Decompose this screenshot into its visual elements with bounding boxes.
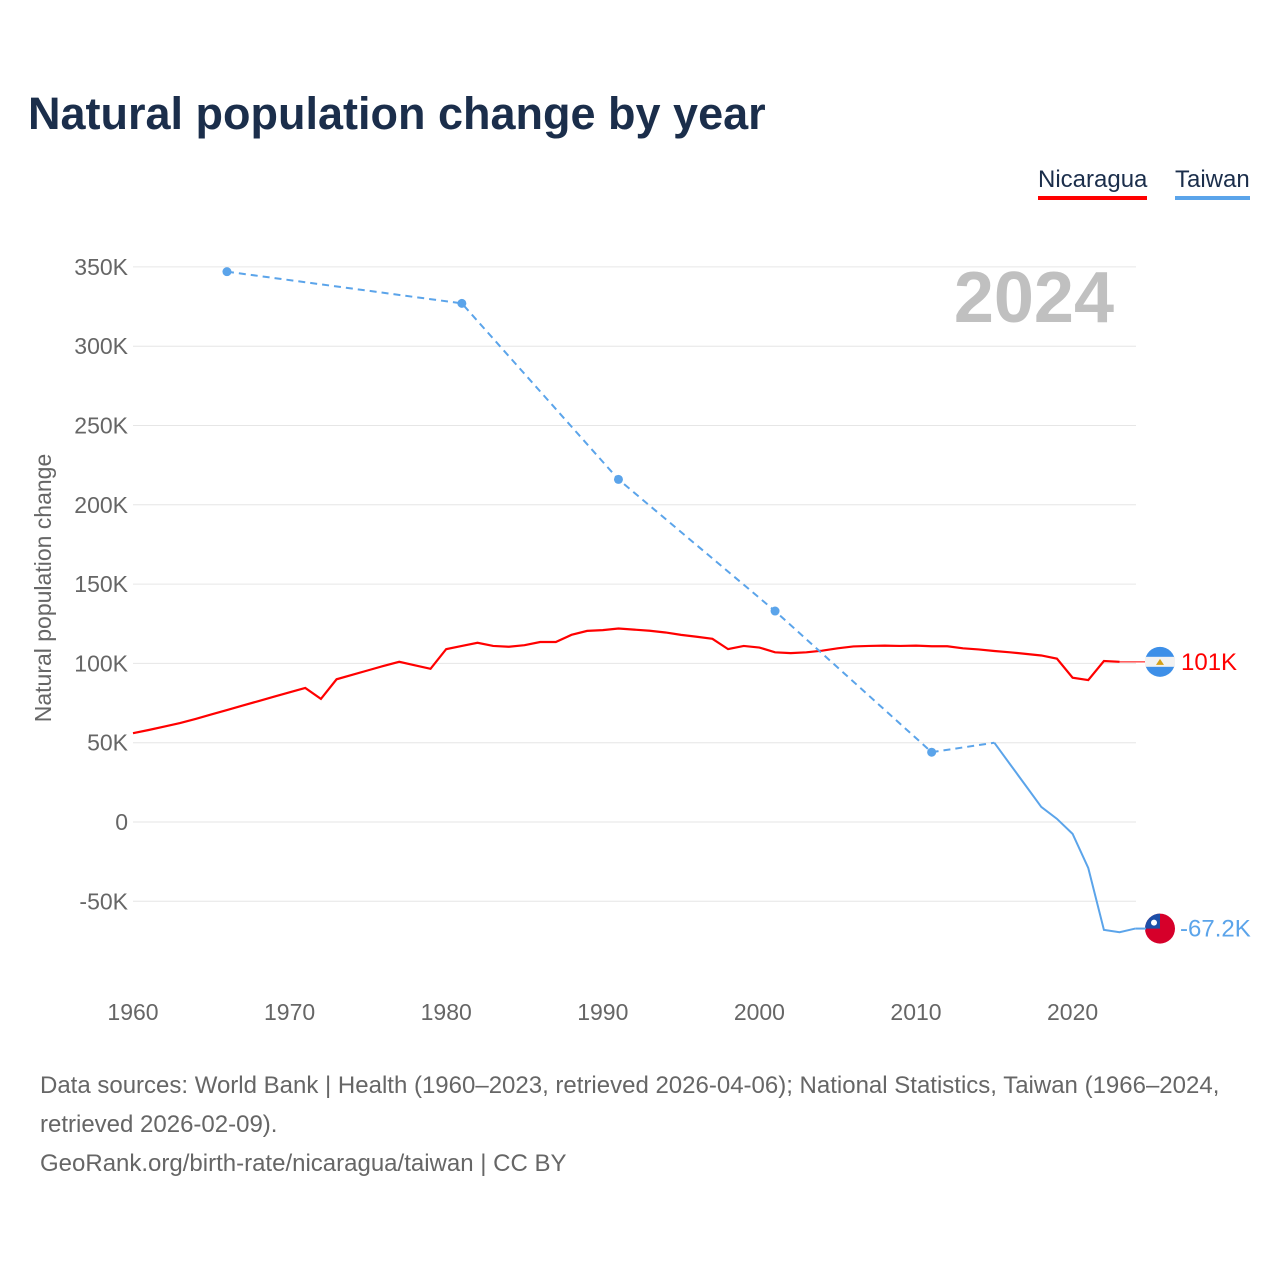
legend-nicaragua[interactable]: Nicaragua (1038, 166, 1148, 200)
y-tick-label: 0 (115, 809, 128, 835)
taiwan-point (222, 267, 232, 277)
legend-taiwan[interactable]: Taiwan (1175, 166, 1250, 200)
taiwan-end-label: -67.2K (1180, 916, 1251, 943)
x-tick-label: 1990 (577, 999, 628, 1025)
nicaragua-line (132, 627, 1120, 735)
chart-area: 350K 300K 250K 200K 150K 100K 50K 0 -50K 1960 1970… (30, 254, 1251, 1025)
y-tick-label: 300K (74, 333, 128, 359)
taiwan-point (613, 474, 623, 484)
taiwan-line (993, 742, 1136, 934)
x-tick-label: 2000 (734, 999, 785, 1025)
x-tick-label: 1970 (264, 999, 315, 1025)
nicaragua-end-label: 101K (1181, 649, 1237, 676)
x-tick-label: 1960 (107, 999, 158, 1025)
taiwan-point (457, 298, 467, 308)
flag-sun (1151, 919, 1157, 926)
x-tick-label: 2010 (890, 999, 941, 1025)
year-label: 2024 (954, 258, 1114, 338)
taiwan-flag-icon (1145, 913, 1175, 944)
taiwan-line-dashed (226, 270, 995, 754)
y-tick-label: 350K (74, 254, 128, 280)
y-axis-title: Natural population change (30, 454, 56, 723)
data-sources: Data sources: World Bank | Health (1960–… (40, 1072, 1220, 1138)
y-tick-label: 100K (74, 650, 128, 676)
y-tick-label: -50K (79, 888, 128, 914)
taiwan-point (770, 606, 780, 616)
x-tick-label: 1980 (421, 999, 472, 1025)
taiwan-point (927, 747, 937, 757)
y-tick-label: 200K (74, 492, 128, 518)
y-tick-label: 250K (74, 413, 128, 439)
x-tick-label: 2020 (1047, 999, 1098, 1025)
source-link[interactable]: GeoRank.org/birth-rate/nicaragua/taiwan … (40, 1150, 567, 1177)
y-tick-label: 150K (74, 571, 128, 597)
flag-emblem (1156, 658, 1164, 665)
footer: Data sources: World Bank | Health (1960–… (40, 1066, 1250, 1183)
y-tick-label: 50K (87, 730, 129, 756)
chart-title: Natural population change by year (28, 88, 766, 139)
nicaragua-flag-icon (1145, 646, 1175, 677)
